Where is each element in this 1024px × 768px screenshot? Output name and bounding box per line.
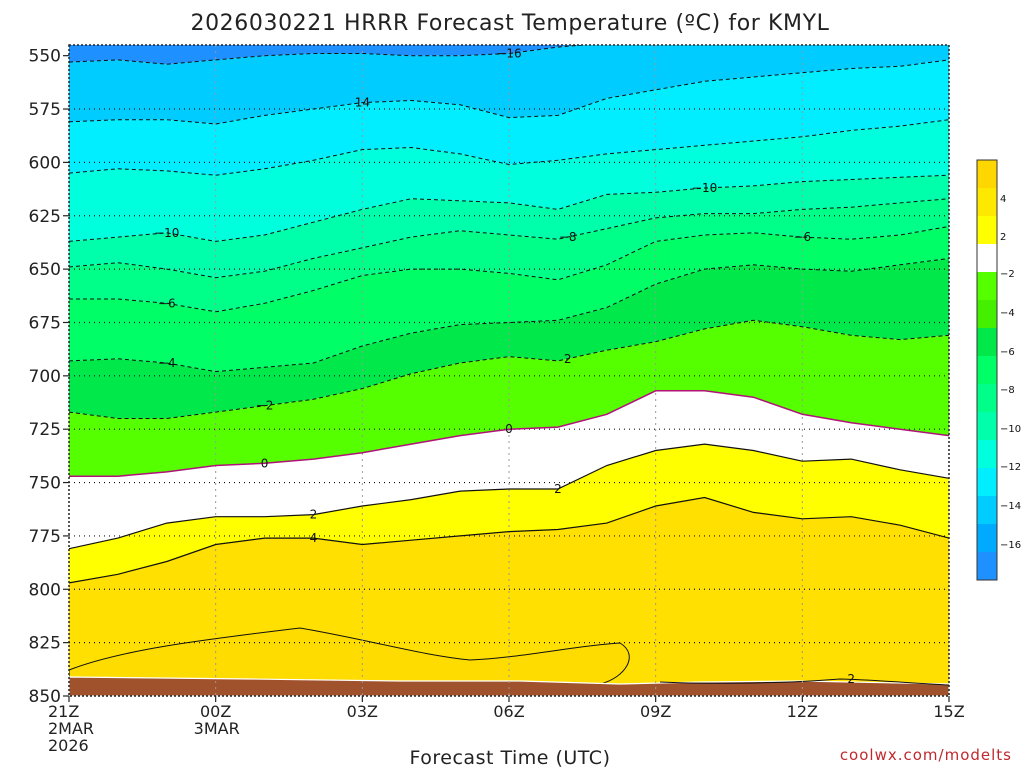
y-tick-label-725: 725	[29, 420, 61, 440]
colorbar-swatch-13	[977, 524, 997, 553]
colorbar-label-2: −2	[1000, 269, 1015, 280]
colorbar-swatch-10	[977, 440, 997, 469]
colorbar-swatch-5	[977, 300, 997, 329]
colorbar: 4 2 −2 −4 −6 −8 −10 −12 −14 −16	[976, 159, 1021, 581]
colorbar-label-1: 2	[1000, 232, 1006, 243]
colorbar-swatch-3	[977, 244, 997, 273]
x-tick-label-12-0: 09Z	[640, 702, 671, 721]
x-tick-label-6-0: 03Z	[347, 702, 378, 721]
contour-line--12	[69, 119, 949, 176]
contour-line-4	[69, 496, 949, 584]
colorbar-swatch-1	[977, 188, 997, 217]
colorbar-frame	[976, 159, 998, 581]
credit-link[interactable]: coolwx.com/modelts	[840, 746, 1012, 764]
colorbar-swatch-0	[977, 160, 997, 189]
band-2-0	[69, 320, 949, 477]
y-tick-label-825: 825	[29, 634, 61, 654]
colorbar-swatch-7	[977, 356, 997, 385]
contour-label-8: −2	[256, 399, 274, 413]
y-tick-label-800: 800	[29, 580, 61, 600]
contour-label-12: 2	[310, 508, 318, 522]
colorbar-label-0: 4	[1000, 194, 1006, 205]
contour-label-14: 4	[310, 531, 318, 545]
chart-title: 2026030221 HRRR Forecast Temperature (ºC…	[190, 11, 829, 36]
contour-label-13: 2	[554, 482, 562, 496]
contour-label-3: −10	[692, 181, 717, 195]
x-tick-label-3-0: 00Z	[200, 702, 231, 721]
surface-contour-2	[659, 678, 949, 686]
contour-label-10: 0	[261, 456, 269, 470]
y-tick-label-625: 625	[29, 207, 61, 227]
colorbar-label-8: −14	[1000, 501, 1021, 512]
colorbar-label-3: −4	[1000, 308, 1015, 319]
band-0-2	[69, 390, 949, 549]
x-axis-label: Forecast Time (UTC)	[410, 747, 611, 768]
plot-area: −16 14 −10 −10 −8 −6 −6 −4 −2 2 0 0 2 2 4 2	[69, 45, 949, 696]
contour-labels: −16 14 −10 −10 −8 −6 −6 −4 −2 2 0 0 2 2 4 2	[154, 47, 855, 686]
contour-line-0	[69, 390, 949, 477]
contour-line-2	[69, 443, 949, 550]
colorbar-swatch-6	[977, 328, 997, 357]
band-4-2	[69, 258, 949, 419]
ground-layer	[69, 627, 949, 696]
y-tick-label-650: 650	[29, 260, 61, 280]
contour-lines	[69, 45, 949, 584]
contour-label-5: −6	[793, 230, 811, 244]
y-tick-label-675: 675	[29, 313, 61, 333]
band-below-16	[69, 45, 583, 65]
warm-pocket	[69, 627, 630, 685]
colorbar-swatch-12	[977, 496, 997, 525]
contour-line--14	[69, 59, 949, 125]
contour-label-0: −16	[496, 47, 521, 61]
y-tick-label-850: 850	[29, 687, 61, 707]
contour-label-1: 14	[355, 96, 370, 110]
contour-line--6	[69, 225, 949, 313]
x-tick-label-0-1: 2MAR	[48, 719, 94, 738]
contour-label-11: 0	[505, 422, 513, 436]
y-tick-label-750: 750	[29, 474, 61, 494]
band-14-12	[69, 59, 949, 176]
contour-label-6: −6	[158, 296, 176, 310]
colorbar-label-9: −16	[1000, 540, 1021, 551]
y-tick-label-700: 700	[29, 367, 61, 387]
colorbar-label-7: −12	[1000, 462, 1021, 473]
colorbar-swatch-2	[977, 216, 997, 245]
colorbar-label-5: −8	[1000, 385, 1015, 396]
band-16-14	[69, 45, 949, 124]
band-12-10	[69, 119, 949, 242]
colorbar-label-6: −10	[1000, 424, 1021, 435]
x-tick-label-0-0: 21Z	[48, 702, 79, 721]
x-tick-label-9-0: 06Z	[493, 702, 524, 721]
colorbar-swatch-11	[977, 468, 997, 497]
x-tick-label-18-0: 15Z	[933, 702, 964, 721]
temperature-bands	[69, 45, 949, 696]
contour-line--2	[69, 319, 949, 419]
x-tick-label-15-0: 12Z	[787, 702, 818, 721]
y-tick-label-550: 550	[29, 47, 61, 67]
colorbar-swatch-8	[977, 384, 997, 413]
colorbar-swatch-4	[977, 272, 997, 301]
colorbar-swatch-14	[977, 552, 997, 581]
ground-surface	[69, 676, 949, 696]
plot-frame	[68, 44, 950, 697]
contour-line--16	[69, 45, 589, 65]
contour-label-2: −10	[154, 226, 179, 240]
x-tick-label-3-1: 3MAR	[194, 719, 240, 738]
colorbar-swatch-9	[977, 412, 997, 441]
contour-line--8	[69, 198, 949, 279]
y-tick-label-575: 575	[29, 100, 61, 120]
contour-label-7: −4	[158, 356, 176, 370]
contour-label-4: −8	[559, 230, 577, 244]
contour-line--4	[69, 257, 949, 373]
x-tick-label-0-2: 2026	[48, 736, 89, 755]
y-tick-label-600: 600	[29, 153, 61, 173]
contour-label-15: 2	[847, 672, 855, 686]
contour-line--10	[69, 174, 949, 242]
y-axis: 550 575 600 625 650 675 700 725 750 775 800 825 850	[29, 47, 69, 707]
colorbar-label-4: −6	[1000, 347, 1015, 358]
contour-label-9: 2	[564, 352, 572, 366]
y-tick-label-775: 775	[29, 527, 61, 547]
